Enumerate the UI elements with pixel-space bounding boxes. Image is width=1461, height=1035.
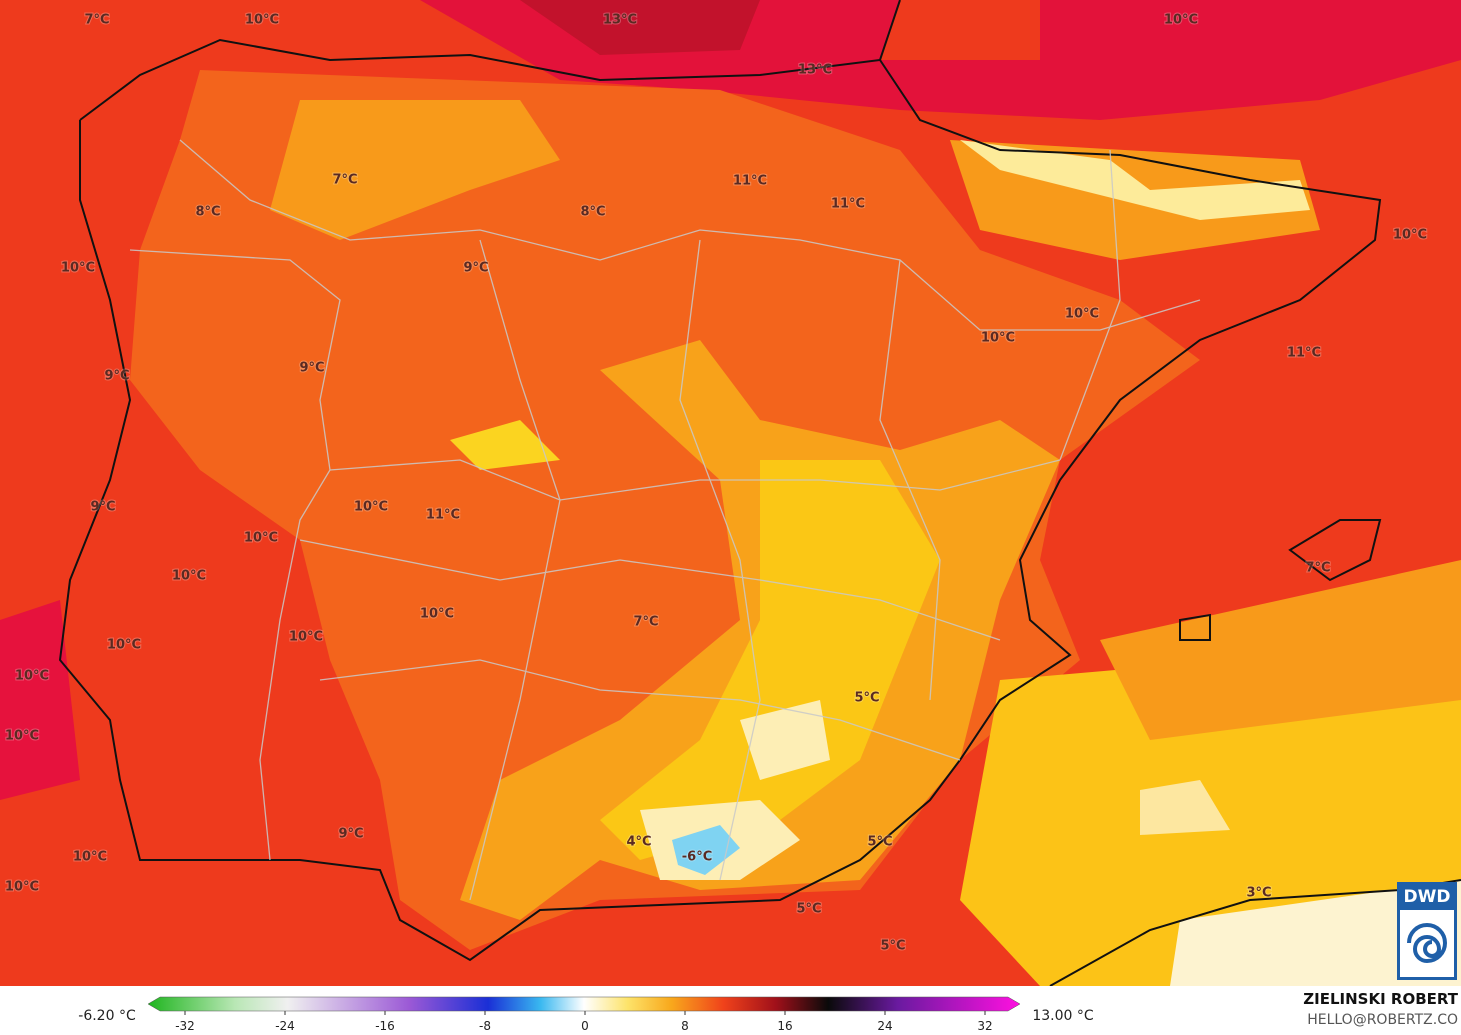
temperature-label: 10°C: [1164, 13, 1198, 28]
temperature-label: 10°C: [1065, 307, 1099, 322]
temperature-label: 10°C: [420, 607, 454, 622]
colorbar-tick-label: -16: [375, 1019, 395, 1033]
temperature-label: 10°C: [107, 638, 141, 653]
temperature-label: 3°C: [1246, 886, 1271, 901]
temperature-field: [0, 0, 1461, 986]
email: HELLO@ROBERTZ.CO: [1307, 1012, 1458, 1028]
temperature-label: 10°C: [354, 500, 388, 515]
temperature-label: 13°C: [603, 13, 637, 28]
temperature-label: 7°C: [1305, 561, 1330, 576]
temperature-label: 9°C: [299, 361, 324, 376]
temperature-labels: 7°C 10°C 13°C 13°C 10°C 7°C 8°C 8°C 11°C 11°C 10°C…: [4, 12, 1428, 955]
temperature-label: 9°C: [463, 261, 488, 276]
dwd-logo: DWD: [1397, 882, 1457, 980]
temperature-label: 7°C: [332, 173, 357, 188]
legend-max: 13.00 °C: [1032, 1008, 1094, 1024]
temperature-label: 10°C: [289, 630, 323, 645]
author: ZIELINSKI ROBERT: [1303, 990, 1458, 1008]
temperature-label: 8°C: [580, 205, 605, 220]
colorbar-ticks: -32 -24 -16 -8 0 8 16 24 32: [175, 1011, 993, 1033]
temperature-label: 11°C: [1287, 346, 1321, 361]
colorbar-tick-label: 0: [581, 1019, 589, 1033]
colorbar-tick-label: 32: [977, 1019, 992, 1033]
temperature-label: 7°C: [84, 13, 109, 28]
colorbar-tick-label: 16: [777, 1019, 792, 1033]
temperature-label: 11°C: [831, 197, 865, 212]
temperature-label: 5°C: [867, 835, 892, 850]
temperature-label: 5°C: [880, 939, 905, 954]
temperature-label: 4°C: [626, 835, 651, 850]
colorbar-tick-label: -32: [175, 1019, 195, 1033]
borders: [129, 139, 1201, 901]
colorbar-tick-label: -24: [275, 1019, 295, 1033]
temperature-label: 10°C: [981, 331, 1015, 346]
colorbar: [147, 996, 1021, 1012]
temperature-label: 10°C: [73, 850, 107, 865]
temperature-label: 10°C: [244, 531, 278, 546]
temperature-label: 13°C: [798, 63, 832, 78]
colorbar-tick-label: 24: [877, 1019, 892, 1033]
temperature-label: 10°C: [5, 880, 39, 895]
temperature-label: 7°C: [633, 615, 658, 630]
colorbar-tick-label: 8: [681, 1019, 689, 1033]
temperature-label: 5°C: [796, 902, 821, 917]
temperature-label: 5°C: [854, 691, 879, 706]
temperature-label: 8°C: [195, 205, 220, 220]
temperature-label: 10°C: [15, 669, 49, 684]
temperature-label: 10°C: [245, 13, 279, 28]
temperature-label: 9°C: [90, 500, 115, 515]
temperature-label: 9°C: [338, 827, 363, 842]
temperature-label: 10°C: [172, 569, 206, 584]
temperature-label: -6°C: [682, 850, 712, 865]
colorbar-tick-label: -8: [479, 1019, 491, 1033]
temperature-label: 10°C: [5, 729, 39, 744]
logo-text: DWD: [1404, 887, 1451, 907]
temperature-label: 11°C: [426, 508, 460, 523]
temperature-label: 11°C: [733, 174, 767, 189]
legend-min: -6.20 °C: [78, 1008, 136, 1024]
temperature-label: 9°C: [104, 369, 129, 384]
temperature-label: 10°C: [61, 261, 95, 276]
temperature-label: 10°C: [1393, 228, 1427, 243]
